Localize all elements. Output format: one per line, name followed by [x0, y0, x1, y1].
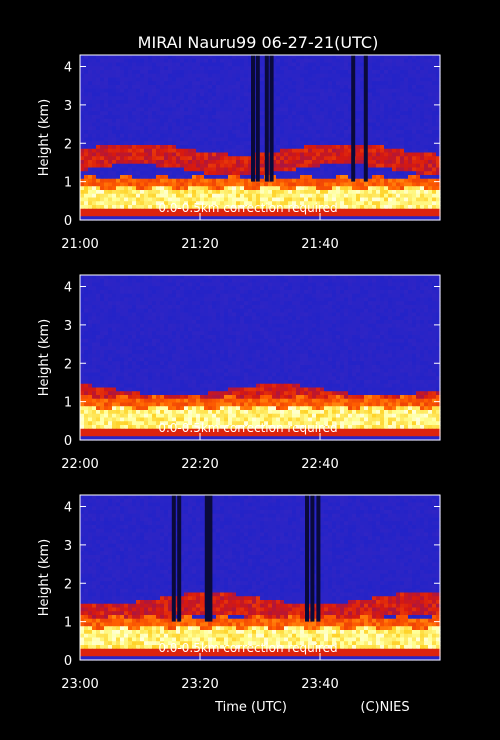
rain-column	[251, 55, 255, 182]
figure-title: MIRAI Nauru99 06-27-21(UTC)	[138, 33, 379, 52]
y-tick-label: 1	[64, 616, 72, 631]
correction-note: 0.0-0.5km correction required	[158, 641, 337, 655]
x-tick-label: 21:00	[61, 237, 98, 252]
panels: 0.0-0.5km correction required 0 1 2 3 4 Height…	[37, 54, 441, 692]
y-tick-label: 4	[64, 61, 72, 76]
x-tick-label: 22:00	[61, 457, 98, 472]
x-tick-label: 23:00	[61, 677, 98, 692]
y-tick-label: 1	[64, 176, 72, 191]
y-tick-label: 0	[64, 214, 72, 229]
rain-column	[204, 495, 209, 622]
y-axis-label: Height (km)	[37, 99, 52, 176]
rain-column	[363, 55, 368, 182]
panel-2: 0.0-0.5km correction required 0 1 2 3 4 Height…	[37, 274, 441, 472]
rain-column	[171, 495, 176, 622]
x-tick-label: 22:40	[301, 457, 338, 472]
y-tick-label: 1	[64, 396, 72, 411]
plot-frame	[79, 274, 441, 441]
rain-column	[310, 495, 315, 622]
x-axis-label: Time (UTC)	[214, 700, 287, 715]
x-tick-label: 22:20	[181, 457, 218, 472]
rain-column	[316, 495, 321, 622]
rain-column	[264, 55, 269, 182]
backscatter-field	[80, 55, 441, 221]
rain-column	[255, 55, 260, 182]
credit-label: (C)NIES	[360, 700, 409, 715]
backscatter-field	[80, 495, 441, 661]
panel-3: 0.0-0.5km correction required 0 1 2 3 4 Height…	[37, 494, 441, 692]
y-axis-label: Height (km)	[37, 319, 52, 396]
x-tick-label: 23:20	[181, 677, 218, 692]
y-tick-label: 4	[64, 281, 72, 296]
y-tick-label: 0	[64, 654, 72, 669]
rain-column	[351, 55, 356, 182]
y-tick-label: 3	[64, 539, 72, 554]
rain-column	[177, 495, 182, 622]
y-tick-label: 2	[64, 357, 72, 372]
y-tick-label: 0	[64, 434, 72, 449]
rain-column	[208, 495, 213, 622]
y-tick-label: 3	[64, 99, 72, 114]
y-tick-label: 3	[64, 319, 72, 334]
correction-note: 0.0-0.5km correction required	[158, 421, 337, 435]
y-tick-label: 4	[64, 501, 72, 516]
plot-frame	[79, 54, 441, 221]
backscatter-field	[80, 275, 441, 441]
x-tick-label: 23:40	[301, 677, 338, 692]
x-tick-label: 21:40	[301, 237, 338, 252]
y-axis-label: Height (km)	[37, 539, 52, 616]
rain-column	[269, 55, 274, 182]
rain-column	[305, 495, 309, 622]
x-tick-label: 21:20	[181, 237, 218, 252]
y-tick-label: 2	[64, 577, 72, 592]
panel-1: 0.0-0.5km correction required 0 1 2 3 4 Height…	[37, 54, 441, 252]
plot-frame	[79, 494, 441, 661]
y-tick-label: 2	[64, 137, 72, 152]
correction-note: 0.0-0.5km correction required	[158, 201, 337, 215]
